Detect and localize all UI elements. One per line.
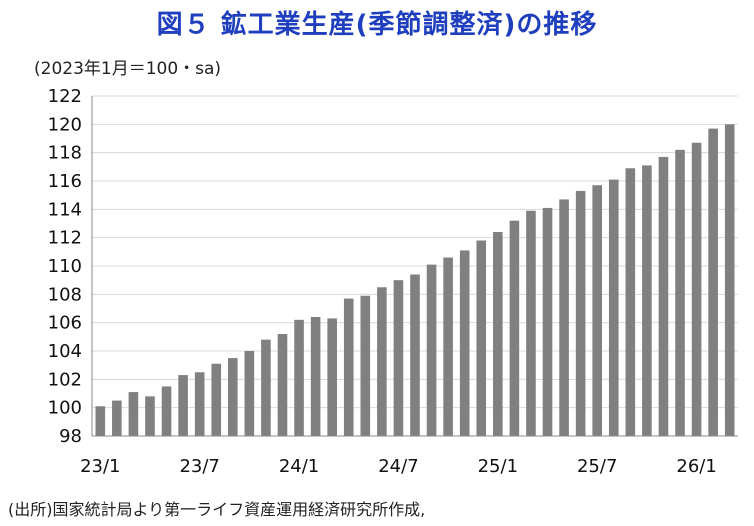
bar: [625, 168, 636, 436]
bar: [675, 149, 685, 437]
bar: [161, 386, 172, 436]
chart-title: 図５ 鉱工業生産(季節調整済)の推移: [156, 10, 598, 40]
bar: [211, 363, 222, 436]
x-tick-label: 24/1: [279, 456, 319, 477]
bar: [426, 264, 437, 436]
bar: [128, 392, 139, 436]
bar: [393, 280, 404, 436]
y-tick-label: 98: [59, 426, 82, 447]
y-axis-unit-label: (2023年1月＝100・sa): [34, 59, 222, 79]
bar: [112, 400, 122, 436]
y-tick-label: 108: [48, 284, 82, 305]
bar: [343, 298, 354, 436]
bar: [459, 250, 470, 436]
bar: [575, 190, 586, 436]
x-tick-label: 25/1: [478, 456, 518, 477]
bar: [244, 351, 255, 436]
bar: [294, 319, 304, 436]
y-tick-label: 118: [48, 143, 82, 164]
bar: [377, 287, 387, 436]
bar: [360, 295, 371, 436]
bar: [509, 220, 520, 436]
bar: [194, 372, 205, 436]
bar: [658, 156, 669, 436]
y-axis-ticks: 98 100 102 104 106 108 110 112 114 116 118 120 122: [48, 86, 82, 447]
y-tick-label: 114: [48, 199, 82, 220]
bar: [145, 396, 155, 436]
y-tick-label: 112: [48, 228, 82, 249]
y-tick-label: 116: [48, 171, 82, 192]
y-tick-label: 102: [48, 369, 82, 390]
bar: [277, 334, 288, 436]
y-tick-label: 106: [48, 313, 82, 334]
x-axis-ticks: 23/1 23/7 24/1 24/7 25/1 25/7 26/1: [80, 456, 717, 477]
x-tick-label: 23/7: [179, 456, 219, 477]
bar: [443, 257, 453, 436]
x-tick-label: 24/7: [378, 456, 418, 477]
bar: [327, 318, 337, 436]
bar: [642, 165, 652, 436]
x-tick-label: 26/1: [676, 456, 716, 477]
source-note: (出所)国家統計局より第一ライフ資産運用経済研究所作成,: [8, 500, 426, 519]
bar: [526, 210, 536, 436]
y-tick-label: 122: [48, 86, 82, 107]
bar: [724, 124, 735, 436]
bar: [310, 317, 321, 436]
bar: [691, 142, 702, 436]
bar: [476, 240, 487, 436]
bar: [592, 185, 603, 436]
bar: [493, 232, 503, 436]
bar: [708, 128, 718, 437]
x-tick-label: 25/7: [577, 456, 617, 477]
bar: [410, 274, 420, 436]
bar-series: [95, 124, 735, 437]
x-tick-label: 23/1: [80, 456, 120, 477]
y-tick-label: 100: [48, 398, 82, 419]
bar: [95, 406, 106, 436]
bar: [261, 339, 271, 436]
y-tick-label: 120: [48, 114, 82, 135]
bar: [178, 375, 188, 436]
y-tick-label: 104: [48, 341, 82, 362]
bar: [542, 207, 553, 436]
bar: [608, 179, 619, 437]
bar: [559, 199, 569, 436]
y-tick-label: 110: [48, 256, 82, 277]
bar: [227, 358, 238, 436]
